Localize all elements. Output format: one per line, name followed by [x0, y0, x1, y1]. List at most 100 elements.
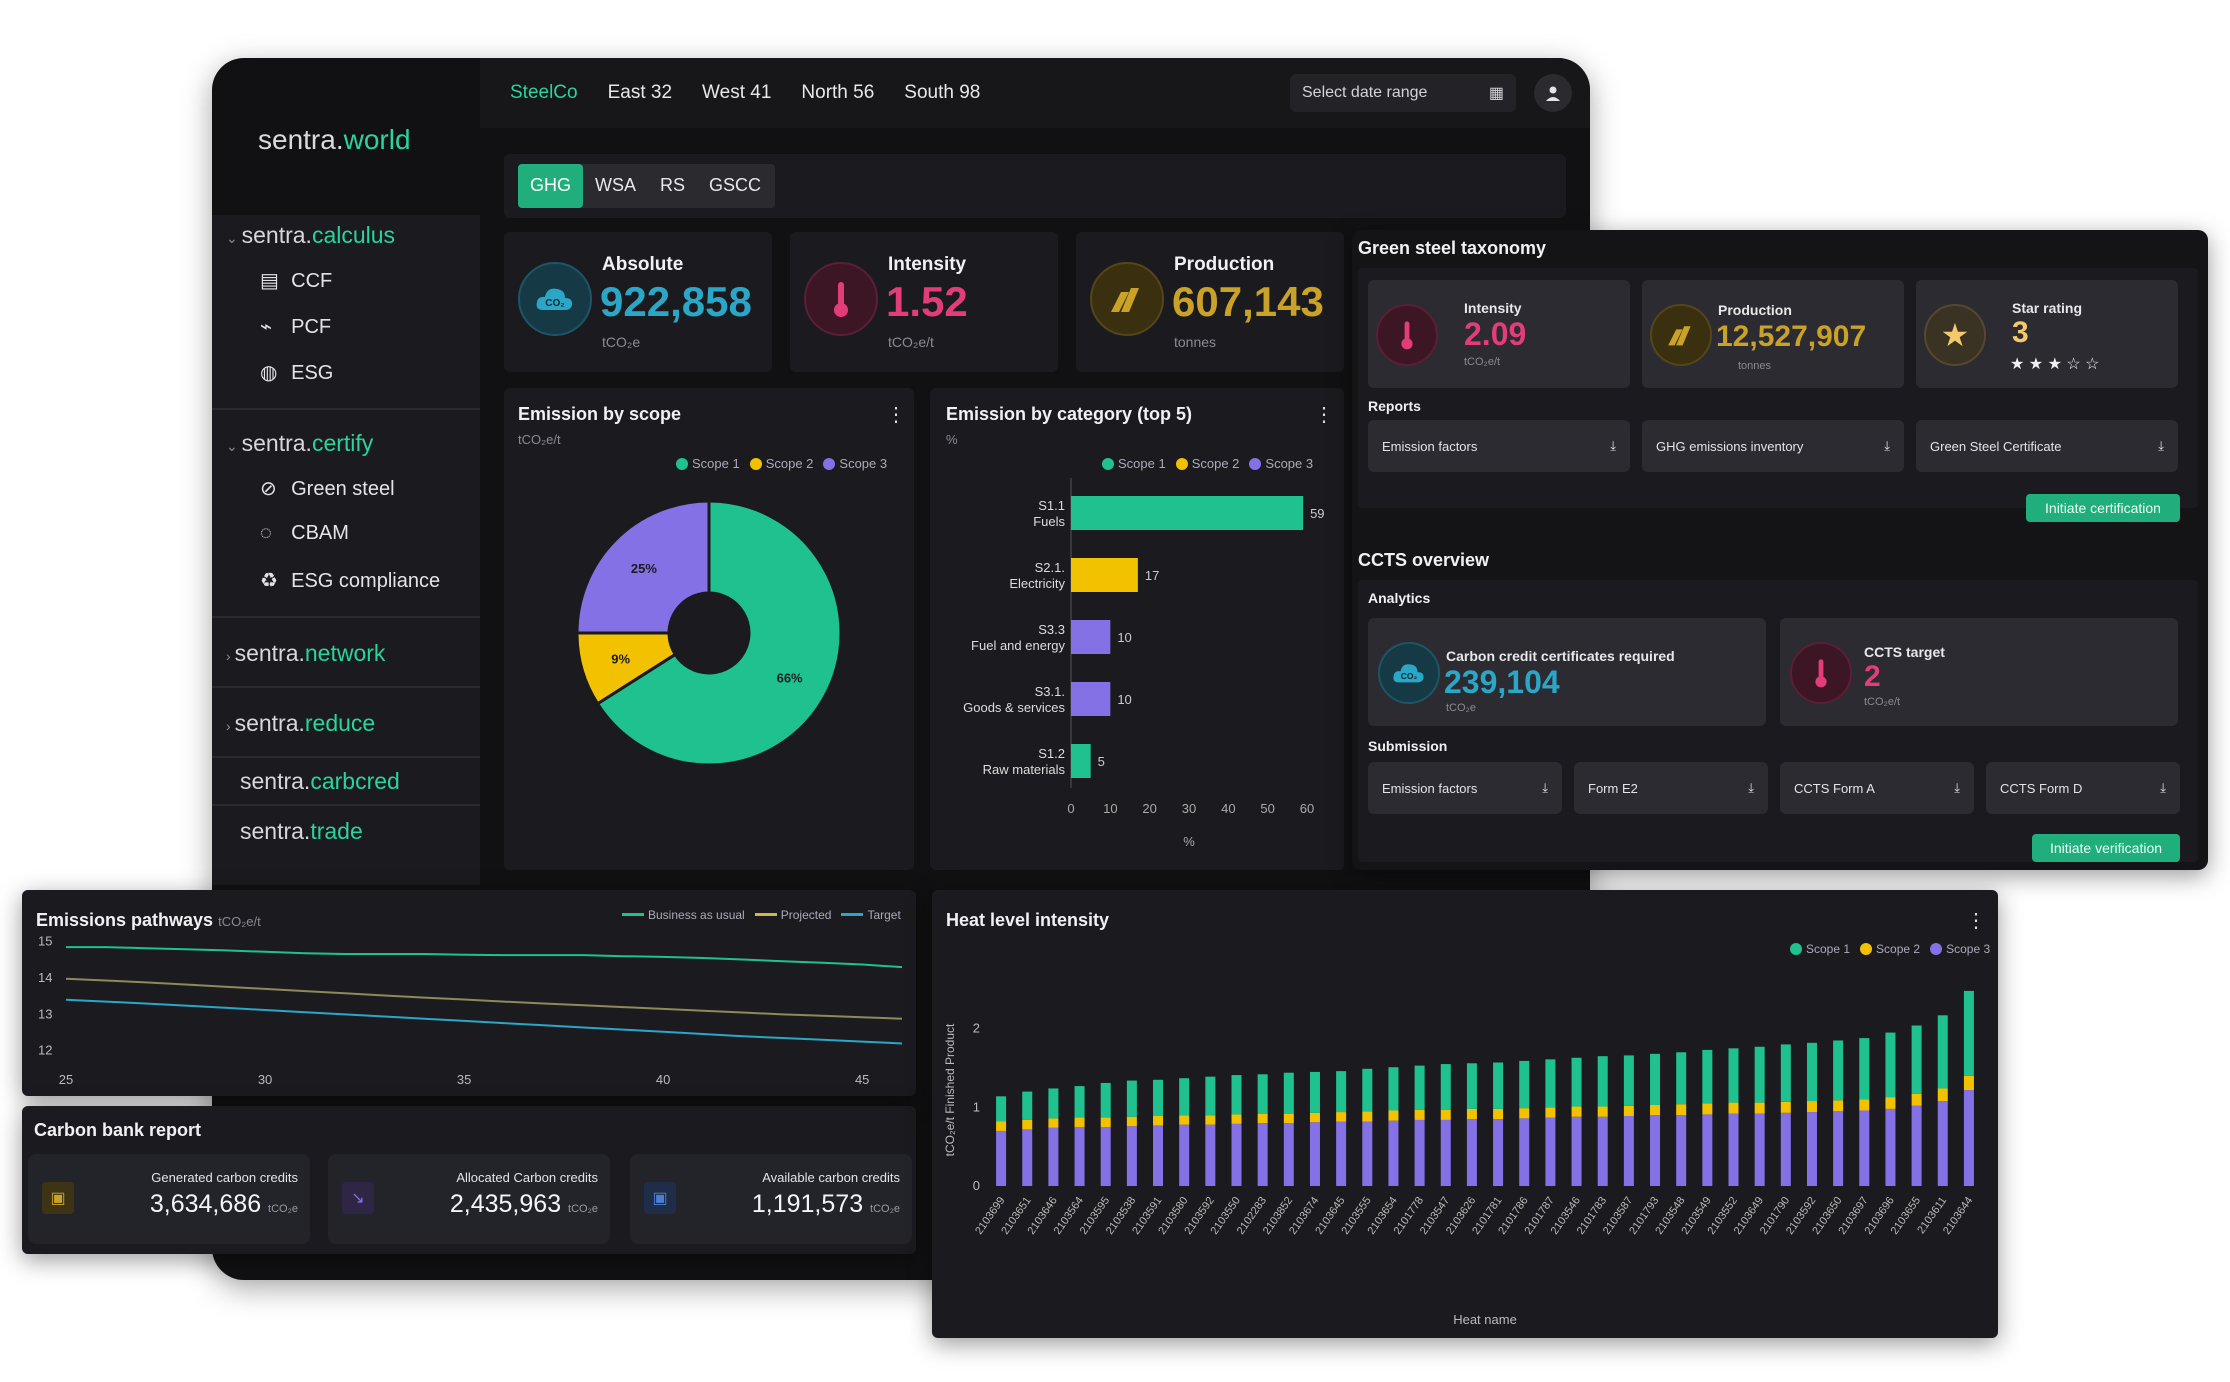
date-range-picker[interactable]: Select date range ▦ — [1290, 74, 1516, 112]
kpi-value: 12,527,907 — [1716, 320, 1867, 353]
stacked-bar-segment — [1780, 1044, 1791, 1102]
stacked-bar-segment — [1597, 1056, 1608, 1107]
download-icon[interactable]: ⤓ — [2160, 780, 2166, 795]
bar — [1071, 496, 1304, 530]
tab-east-32[interactable]: East 32 — [607, 82, 673, 103]
stacked-bar-segment — [1179, 1124, 1190, 1186]
user-avatar[interactable] — [1534, 74, 1572, 112]
stacked-bar-segment — [1414, 1065, 1425, 1110]
stacked-bar-segment — [1100, 1127, 1111, 1186]
sidebar-item-pcf[interactable]: ⌁ PCF — [260, 316, 332, 338]
sidebar-item-esg-compliance[interactable]: ♻ ESG compliance — [260, 570, 441, 592]
download-icon[interactable]: ⤓ — [1542, 780, 1548, 795]
heat-stacked-bar-chart: 0123tCO₂e/t Finished Product210369921036… — [943, 990, 1975, 1327]
stacked-bar-segment — [1231, 1114, 1242, 1124]
stacked-bar-segment — [1362, 1111, 1373, 1122]
legend-item: Business as usual — [622, 908, 745, 922]
sidebar-item-ccf[interactable]: ▤ CCF — [260, 270, 333, 292]
sidebar-section-reduce[interactable]: › sentra.reduce — [226, 710, 376, 736]
kpi-card-intensity: Intensity 1.52 tCO₂e/t — [790, 232, 1058, 372]
stacked-bar-segment — [1362, 1121, 1373, 1186]
stacked-bar-segment — [1702, 1114, 1713, 1186]
submission-form-e2[interactable]: Form E2 ⤓ — [1574, 762, 1768, 814]
kebab-menu-icon[interactable]: ⋮ — [1314, 404, 1334, 426]
subtab-ghg[interactable]: GHG — [518, 164, 584, 208]
sidebar-item-cbam[interactable]: ◌ CBAM — [260, 522, 349, 544]
stacked-bar-segment — [1885, 1097, 1896, 1109]
leaf-icon: ⊘ — [260, 478, 277, 500]
stacked-bar-segment — [1859, 1099, 1870, 1111]
tab-south-98[interactable]: South 98 — [904, 82, 981, 103]
subtab-rs[interactable]: RS — [660, 175, 686, 195]
stacked-bar-segment — [1466, 1119, 1477, 1186]
report-green-steel-certificate[interactable]: Green Steel Certificate ⤓ — [1916, 420, 2178, 472]
submission-ccts-form-d[interactable]: CCTS Form D ⤓ — [1986, 762, 2180, 814]
download-icon[interactable]: ⤓ — [2158, 438, 2164, 453]
subtab-group: GHG WSA RS GSCC — [518, 164, 776, 208]
download-icon[interactable]: ⤓ — [1748, 780, 1754, 795]
stacked-bar-segment — [1597, 1106, 1608, 1117]
category-label: S3.3 — [1038, 622, 1065, 637]
stacked-bar-segment — [1806, 1101, 1817, 1113]
download-icon[interactable]: ⤓ — [1884, 438, 1890, 453]
tab-west-41[interactable]: West 41 — [702, 82, 772, 103]
stacked-bar-segment — [1153, 1115, 1164, 1126]
data-label: 5 — [1098, 754, 1105, 769]
carbon-bank-panel: Carbon bank report ▣ Generated carbon cr… — [22, 1106, 916, 1254]
subtab-gscc[interactable]: GSCC — [709, 175, 762, 195]
tab-north-56[interactable]: North 56 — [801, 82, 875, 103]
stacked-bar-segment — [1466, 1063, 1477, 1109]
submission-ccts-form-a[interactable]: CCTS Form A ⤓ — [1780, 762, 1974, 814]
credit-value: 1,191,573 tCO₂e — [751, 1190, 900, 1218]
legend-item: Scope 3 — [823, 456, 887, 471]
initiate-certification-button[interactable]: Initiate certification — [2026, 494, 2180, 522]
stacked-bar-segment — [1388, 1110, 1399, 1121]
bar — [1071, 558, 1138, 592]
axis-label: % — [1183, 834, 1195, 849]
date-range-placeholder: Select date range — [1302, 84, 1428, 101]
stacked-bar-segment — [1571, 1116, 1582, 1186]
kpi-label: CCTS target — [1864, 644, 1945, 660]
sidebar-section-certify[interactable]: ⌄ sentra.certify — [226, 430, 374, 456]
category-label: Goods & services — [963, 700, 1065, 715]
tick-label: 15 — [38, 934, 52, 949]
legend-item: Projected — [754, 908, 831, 922]
sidebar-section-network[interactable]: › sentra.network — [226, 640, 386, 666]
stacked-bar-segment — [1414, 1109, 1425, 1120]
credit-label: Generated carbon credits — [151, 1170, 298, 1185]
download-icon[interactable]: ⤓ — [1954, 780, 1960, 795]
submission-emission-factors[interactable]: Emission factors ⤓ — [1368, 762, 1562, 814]
sidebar-item-green-steel[interactable]: ⊘ Green steel — [260, 478, 395, 500]
stacked-bar-segment — [1833, 1100, 1844, 1112]
stacked-bar-segment — [1519, 1118, 1530, 1186]
stacked-bar-segment — [1205, 1076, 1216, 1116]
kebab-menu-icon[interactable]: ⋮ — [886, 404, 906, 426]
stacked-bar-segment — [1859, 1110, 1870, 1186]
cloud-co2-icon: CO₂ — [1378, 642, 1440, 704]
kebab-menu-icon[interactable]: ⋮ — [1966, 910, 1986, 932]
tab-steelco[interactable]: SteelCo — [510, 82, 578, 103]
report-ghg-inventory[interactable]: GHG emissions inventory ⤓ — [1642, 420, 1904, 472]
stacked-bar-segment — [1283, 1123, 1294, 1186]
download-icon[interactable]: ⤓ — [1610, 438, 1616, 453]
sidebar-section-calculus[interactable]: ⌄ sentra.calculus — [226, 222, 396, 248]
user-icon — [1546, 86, 1560, 101]
kpi-value: 3 — [2012, 316, 2029, 349]
subtab-wsa[interactable]: WSA — [595, 175, 637, 195]
tick-label: 35 — [457, 1072, 471, 1087]
sidebar-section-trade[interactable]: sentra.trade — [240, 818, 363, 844]
stacked-bar-segment — [1336, 1121, 1347, 1186]
data-label: 59 — [1310, 506, 1324, 521]
stacked-bar-segment — [1571, 1057, 1582, 1107]
stacked-bar-segment — [1205, 1115, 1216, 1125]
calendar-icon[interactable]: ▦ — [1488, 85, 1504, 102]
sidebar-item-esg[interactable]: ◍ ESG — [260, 362, 334, 384]
stacked-bar-segment — [1126, 1126, 1137, 1186]
star-rating-stars: ★ ★ ★ ☆ ☆ — [2010, 356, 2100, 373]
slice-label: 25% — [631, 561, 657, 576]
initiate-verification-button[interactable]: Initiate verification — [2032, 834, 2180, 862]
kpi-label: Production — [1174, 254, 1275, 275]
kpi-unit: tCO₂e/t — [1864, 696, 1901, 708]
report-emission-factors[interactable]: Emission factors ⤓ — [1368, 420, 1630, 472]
sidebar-section-carbcred[interactable]: sentra.carbcred — [240, 768, 400, 794]
